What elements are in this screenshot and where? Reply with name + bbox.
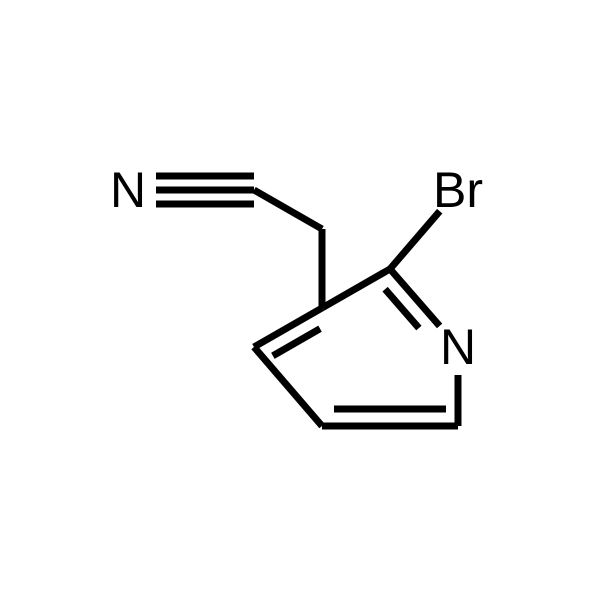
atom-label-Br: Br (433, 162, 483, 218)
atom-label-N_nitrile: N (110, 162, 146, 218)
atom-label-N_ring: N (440, 319, 476, 375)
background (0, 0, 600, 600)
chemical-structure-svg: N Br N (0, 0, 600, 600)
